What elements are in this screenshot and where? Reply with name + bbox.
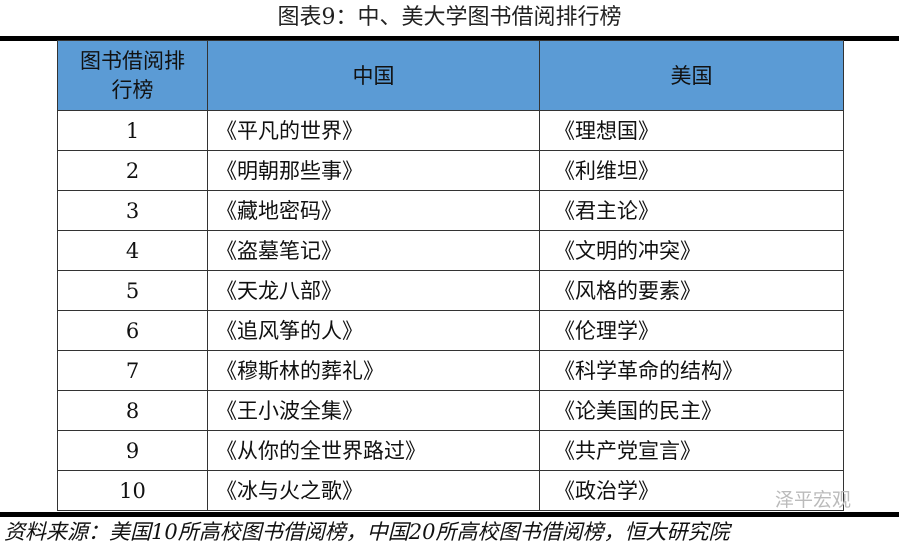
- table-row: 1 《平凡的世界》 《理想国》: [57, 110, 844, 151]
- table-row: 2 《明朝那些事》 《利维坦》: [57, 150, 844, 191]
- usa-book-cell: 《伦理学》: [539, 310, 844, 351]
- usa-book-cell: 《科学革命的结构》: [539, 350, 844, 391]
- source-note: 资料来源：美国10所高校图书借阅榜，中国20所高校图书借阅榜，恒大研究院: [4, 520, 730, 544]
- china-book-cell: 《从你的全世界路过》: [207, 430, 540, 471]
- table-row: 6 《追风筝的人》 《伦理学》: [57, 310, 844, 351]
- table-row: 8 《王小波全集》 《论美国的民主》: [57, 390, 844, 431]
- header-usa: 美国: [539, 40, 844, 111]
- table-row: 4 《盗墓笔记》 《文明的冲突》: [57, 230, 844, 271]
- china-book-cell: 《平凡的世界》: [207, 110, 540, 151]
- table-title: 图表9：中、美大学图书借阅排行榜: [277, 5, 622, 30]
- table-row: 10 《冰与火之歌》 《政治学》: [57, 470, 844, 511]
- china-book-cell: 《王小波全集》: [207, 390, 540, 431]
- usa-book-cell: 《共产党宣言》: [539, 430, 844, 471]
- watermark: 泽平宏观: [775, 489, 852, 511]
- header-row: 图书借阅排行榜 中国 美国: [57, 40, 844, 111]
- bottom-rule: [0, 512, 899, 517]
- table-row: 9 《从你的全世界路过》 《共产党宣言》: [57, 430, 844, 471]
- usa-book-cell: 《利维坦》: [539, 150, 844, 191]
- rank-cell: 8: [57, 390, 208, 431]
- china-book-cell: 《盗墓笔记》: [207, 230, 540, 271]
- rank-cell: 2: [57, 150, 208, 191]
- rank-cell: 5: [57, 270, 208, 311]
- table-row: 7 《穆斯林的葬礼》 《科学革命的结构》: [57, 350, 844, 391]
- china-book-cell: 《天龙八部》: [207, 270, 540, 311]
- rank-cell: 6: [57, 310, 208, 351]
- rank-cell: 7: [57, 350, 208, 391]
- china-book-cell: 《藏地密码》: [207, 190, 540, 231]
- usa-book-cell: 《风格的要素》: [539, 270, 844, 311]
- table-row: 5 《天龙八部》 《风格的要素》: [57, 270, 844, 311]
- rank-cell: 3: [57, 190, 208, 231]
- header-rank: 图书借阅排行榜: [57, 40, 208, 111]
- usa-book-cell: 《政治学》: [539, 470, 844, 511]
- rank-cell: 4: [57, 230, 208, 271]
- china-book-cell: 《穆斯林的葬礼》: [207, 350, 540, 391]
- usa-book-cell: 《理想国》: [539, 110, 844, 151]
- china-book-cell: 《冰与火之歌》: [207, 470, 540, 511]
- rank-cell: 1: [57, 110, 208, 151]
- usa-book-cell: 《君主论》: [539, 190, 844, 231]
- rank-cell: 10: [57, 470, 208, 511]
- rank-cell: 9: [57, 430, 208, 471]
- top-rule: [0, 36, 899, 41]
- header-china: 中国: [207, 40, 540, 111]
- usa-book-cell: 《论美国的民主》: [539, 390, 844, 431]
- china-book-cell: 《明朝那些事》: [207, 150, 540, 191]
- table-row: 3 《藏地密码》 《君主论》: [57, 190, 844, 231]
- ranking-table: 图书借阅排行榜 中国 美国 1 《平凡的世界》 《理想国》 2 《明朝那些事》 《利维坦》…: [57, 40, 844, 511]
- china-book-cell: 《追风筝的人》: [207, 310, 540, 351]
- usa-book-cell: 《文明的冲突》: [539, 230, 844, 271]
